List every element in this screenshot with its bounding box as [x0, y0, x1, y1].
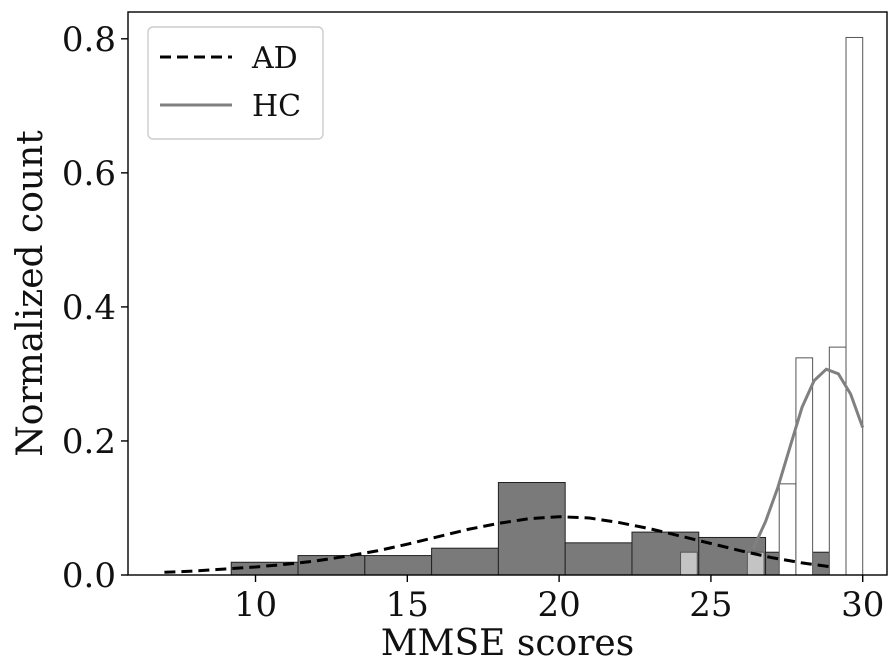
x-tick-label: 25: [689, 585, 732, 625]
y-tick-label: 0.0: [62, 556, 116, 596]
hc-histogram-bar-0: [680, 551, 698, 576]
legend-box: [147, 26, 324, 140]
ad-histogram-bar-5: [564, 542, 633, 576]
y-tick-label: 0.6: [62, 154, 116, 194]
hc-histogram-bar-1: [746, 551, 765, 576]
hc-density-curve: [752, 367, 865, 549]
x-tick-label: 15: [386, 585, 429, 625]
axis-ticks: 10 15 20 25 30 0.0 0.2 0.4 0.6 0.8: [62, 20, 884, 625]
histogram-bars: [230, 36, 864, 576]
x-axis-label: MMSE scores: [381, 623, 634, 664]
x-tick-label: 10: [234, 585, 277, 625]
x-tick-label: 20: [537, 585, 580, 625]
ad-histogram-bar-2: [364, 555, 433, 576]
density-curves: [164, 367, 865, 574]
y-axis-label: Normalized count: [10, 130, 51, 457]
ad-density-curve: [164, 515, 833, 574]
hc-histogram-bar-5: [845, 36, 864, 576]
ad-histogram-bar-3: [431, 547, 499, 576]
legend-ad-label: AD: [251, 41, 298, 76]
y-tick-label: 0.8: [62, 20, 116, 60]
ad-histogram-bar-1: [297, 555, 366, 576]
legend: AD HC: [147, 26, 324, 140]
plot-area-frame: [127, 11, 888, 576]
x-tick-label: 30: [841, 585, 884, 625]
y-tick-label: 0.4: [62, 288, 116, 328]
legend-hc-label: HC: [252, 89, 301, 124]
ad-histogram-bar-4: [497, 482, 566, 576]
y-tick-label: 0.2: [62, 422, 116, 462]
